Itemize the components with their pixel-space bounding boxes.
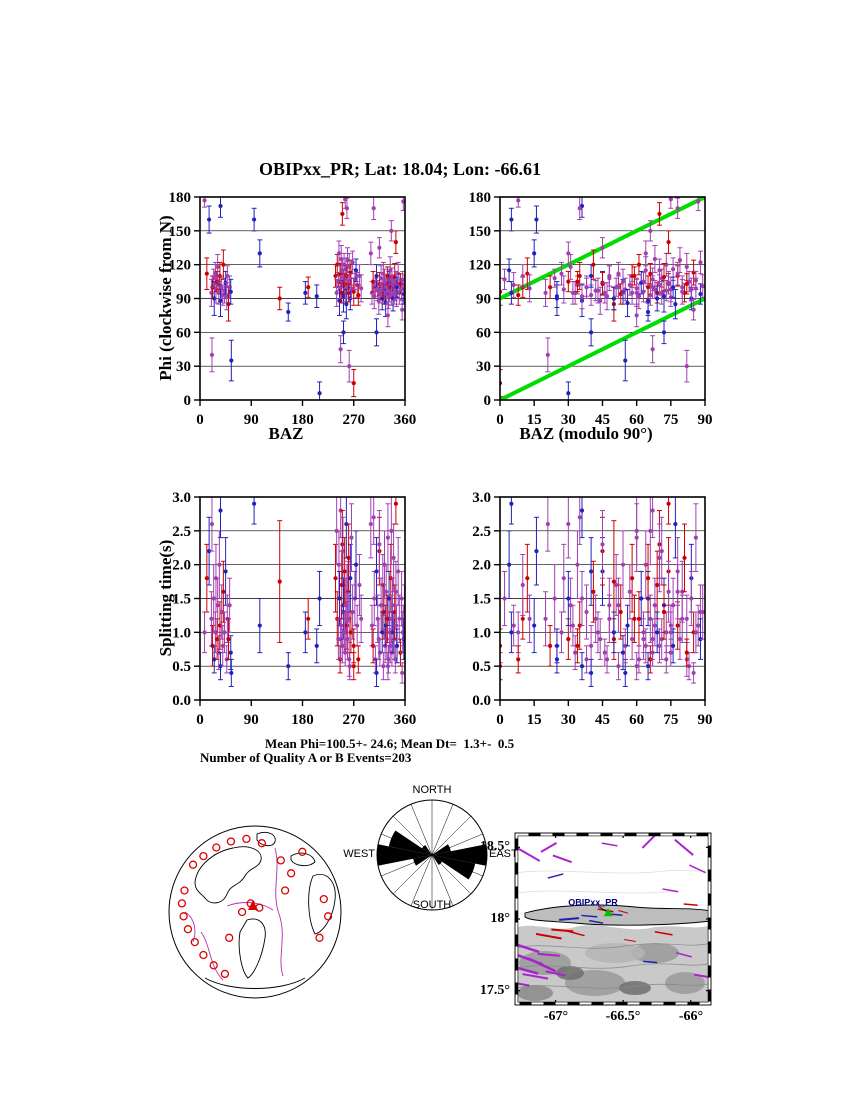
svg-text:0: 0 <box>496 712 504 728</box>
svg-text:0.5: 0.5 <box>472 659 491 675</box>
svg-text:120: 120 <box>469 258 492 274</box>
rose-west-label: WEST <box>343 848 375 860</box>
svg-text:60: 60 <box>629 412 644 428</box>
rose-diagram <box>376 799 488 911</box>
mean-stats-text: Mean Phi=100.5+- 24.6; Mean Dt= 1.3+- 0.… <box>265 736 515 751</box>
svg-text:90: 90 <box>244 712 259 728</box>
svg-text:2.0: 2.0 <box>472 558 491 574</box>
map-ytick-18p5: 18.5° <box>479 839 510 854</box>
svg-text:30: 30 <box>561 412 576 428</box>
svg-text:30: 30 <box>561 712 576 728</box>
svg-text:360: 360 <box>394 712 417 728</box>
svg-text:0: 0 <box>184 393 192 409</box>
rose-east-label: EAST <box>489 848 518 860</box>
svg-text:0: 0 <box>196 712 204 728</box>
svg-text:180: 180 <box>169 190 192 206</box>
map-ytick-17p5: 17.5° <box>479 983 510 998</box>
station-map: OBIPxx_PR <box>514 832 712 1006</box>
svg-text:60: 60 <box>629 712 644 728</box>
dt-vs-baz-mod90-plot: 0 15 30 45 60 75 90 0.0 0.5 1.0 1.5 2.0 2.5 3.0 <box>472 490 713 728</box>
svg-text:180: 180 <box>291 412 314 428</box>
svg-text:360: 360 <box>394 412 417 428</box>
globe-map <box>168 825 342 999</box>
xaxis-label-baz-mod90: BAZ (modulo 90°) <box>519 424 653 443</box>
svg-text:3.0: 3.0 <box>472 490 491 506</box>
svg-text:45: 45 <box>595 412 610 428</box>
svg-text:30: 30 <box>176 359 191 375</box>
svg-text:90: 90 <box>476 292 491 308</box>
xaxis-label-baz: BAZ <box>268 424 304 443</box>
map-xtick-m67: -67° <box>543 1009 569 1024</box>
svg-text:1.0: 1.0 <box>472 625 491 641</box>
svg-text:0.0: 0.0 <box>472 693 491 709</box>
svg-text:90: 90 <box>698 712 713 728</box>
svg-text:3.0: 3.0 <box>172 490 191 506</box>
svg-text:75: 75 <box>663 712 678 728</box>
svg-text:60: 60 <box>476 325 491 341</box>
svg-text:1.5: 1.5 <box>472 592 491 608</box>
svg-text:15: 15 <box>527 712 542 728</box>
svg-text:0: 0 <box>496 412 504 428</box>
map-xtick-m66: -66° <box>678 1009 704 1024</box>
svg-text:270: 270 <box>343 412 366 428</box>
svg-text:90: 90 <box>698 412 713 428</box>
phi-vs-baz-mod90-plot: 0 15 30 45 60 75 90 0 30 60 90 120 150 180 <box>469 190 713 428</box>
svg-text:60: 60 <box>176 325 191 341</box>
svg-text:0: 0 <box>484 393 492 409</box>
svg-text:0: 0 <box>196 412 204 428</box>
svg-text:120: 120 <box>169 258 192 274</box>
svg-text:45: 45 <box>595 712 610 728</box>
svg-text:90: 90 <box>176 292 191 308</box>
phi-vs-baz-plot: 0 90 180 270 360 0 30 60 90 120 150 180 <box>169 190 417 428</box>
dt-vs-baz-plot: 0 90 180 270 360 0.0 0.5 1.0 1.5 2.0 2.5 3.0 <box>172 490 417 728</box>
svg-text:90: 90 <box>244 412 259 428</box>
svg-text:1.5: 1.5 <box>172 592 191 608</box>
svg-text:OBIPxx_PR: OBIPxx_PR <box>568 897 618 907</box>
svg-text:2.5: 2.5 <box>172 524 191 540</box>
svg-text:30: 30 <box>476 359 491 375</box>
map-xtick-m66p5: -66.5° <box>605 1009 641 1024</box>
event-count-text: Number of Quality A or B Events=203 <box>200 750 412 765</box>
svg-text:0.0: 0.0 <box>172 693 191 709</box>
svg-text:2.5: 2.5 <box>472 524 491 540</box>
svg-text:270: 270 <box>343 712 366 728</box>
svg-text:15: 15 <box>527 412 542 428</box>
page-title: OBIPxx_PR; Lat: 18.04; Lon: -66.61 <box>259 159 541 179</box>
svg-text:1.0: 1.0 <box>172 625 191 641</box>
svg-text:150: 150 <box>469 224 492 240</box>
map-ytick-18: 18° <box>490 911 510 926</box>
svg-text:180: 180 <box>291 712 314 728</box>
svg-text:2.0: 2.0 <box>172 558 191 574</box>
rose-south-label: SOUTH <box>412 899 452 911</box>
svg-text:180: 180 <box>469 190 492 206</box>
yaxis-label-phi: Phi (clockwise from N) <box>156 215 175 381</box>
svg-text:75: 75 <box>663 412 678 428</box>
rose-north-label: NORTH <box>412 784 452 796</box>
yaxis-label-splitting-time: Splitting time(s) <box>156 539 175 657</box>
svg-text:0.5: 0.5 <box>172 659 191 675</box>
svg-text:150: 150 <box>169 224 192 240</box>
